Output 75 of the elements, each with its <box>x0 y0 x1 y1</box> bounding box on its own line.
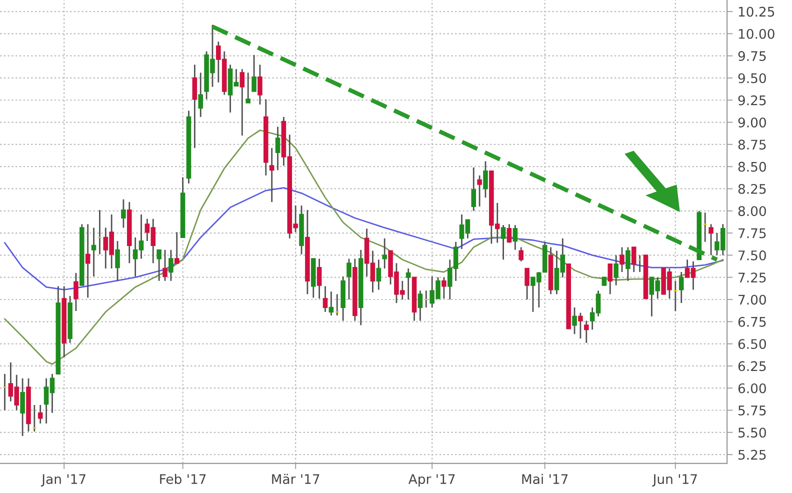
candlestick <box>252 54 256 92</box>
candlestick <box>346 258 352 300</box>
y-tick-label: 7.25 <box>738 272 766 283</box>
candlestick <box>631 246 636 273</box>
candlestick <box>406 268 411 300</box>
candlestick <box>382 238 387 270</box>
y-tick-label: 9.25 <box>738 95 766 106</box>
y-tick-label: 6.00 <box>738 383 766 394</box>
y-tick-label: 6.75 <box>738 316 766 327</box>
candlestick <box>524 268 530 300</box>
y-tick-label: 5.50 <box>738 428 766 438</box>
candlestick <box>275 126 280 171</box>
x-tick-label: Apr '17 <box>408 474 455 487</box>
y-tick-label: 8.50 <box>738 162 766 172</box>
candlestick <box>115 240 120 282</box>
candlestick <box>572 306 577 335</box>
candlestick <box>240 68 245 136</box>
candlestick <box>512 224 518 251</box>
y-tick-label: 7.75 <box>738 228 766 238</box>
candlestick <box>708 223 714 256</box>
candlestick <box>678 271 684 304</box>
candlestick <box>85 223 90 298</box>
candlestick <box>483 160 488 198</box>
x-tick-label: Jun '17 <box>652 474 697 487</box>
candlestick <box>500 224 506 260</box>
candlestick <box>91 227 96 278</box>
candlestick <box>442 276 446 300</box>
x-tick-label: Mär '17 <box>272 474 320 484</box>
y-tick-label: 5.25 <box>738 450 766 460</box>
candlestick <box>620 246 624 273</box>
candlestick <box>74 272 78 312</box>
x-tick-label: Mai '17 <box>522 474 568 484</box>
x-tick-label: Jan '17 <box>40 474 86 487</box>
candlestick <box>584 320 589 344</box>
candlestick <box>471 166 476 212</box>
y-tick-label: 10.00 <box>738 28 774 39</box>
x-tick-label: Feb '17 <box>160 474 206 484</box>
y-tick-label: 8.00 <box>738 206 766 216</box>
candlestick <box>614 254 618 286</box>
line-series <box>4 187 724 290</box>
candlestick <box>418 290 423 322</box>
candlestick <box>322 286 328 313</box>
y-tick-label: 9.75 <box>738 51 766 62</box>
y-tick-label: 5.75 <box>738 406 766 416</box>
y-tick-label: 8.75 <box>738 140 766 150</box>
candlestick <box>477 174 482 208</box>
y-tick-label: 6.50 <box>738 339 766 349</box>
candlestick <box>269 147 274 203</box>
candlestick <box>506 223 512 244</box>
candlestick <box>156 249 162 282</box>
candlestick <box>192 64 198 149</box>
candlestick <box>38 404 43 424</box>
y-tick-label: 8.25 <box>738 184 766 194</box>
line-series <box>4 130 724 365</box>
candlestick <box>328 290 334 316</box>
candlestick <box>162 249 168 282</box>
candlestick <box>316 258 322 300</box>
y-tick-label: 10.25 <box>738 6 774 17</box>
candlestick <box>376 258 382 290</box>
y-tick-label: 7.50 <box>738 250 766 260</box>
candlestick <box>168 249 174 282</box>
candlestick <box>246 72 250 104</box>
candlestick <box>121 198 126 228</box>
y-tick-label: 9.00 <box>738 118 766 128</box>
y-tick-label: 7.00 <box>738 294 766 305</box>
candlestick <box>258 64 262 106</box>
y-tick-label: 6.25 <box>738 361 766 372</box>
candlestick <box>608 263 613 295</box>
candlestick <box>578 312 583 340</box>
candlestick <box>626 246 630 282</box>
candlestick <box>198 72 204 118</box>
candlestick <box>20 378 25 437</box>
candlestick <box>174 231 180 264</box>
y-tick-label: 9.50 <box>738 73 766 84</box>
candlestick <box>518 246 524 262</box>
